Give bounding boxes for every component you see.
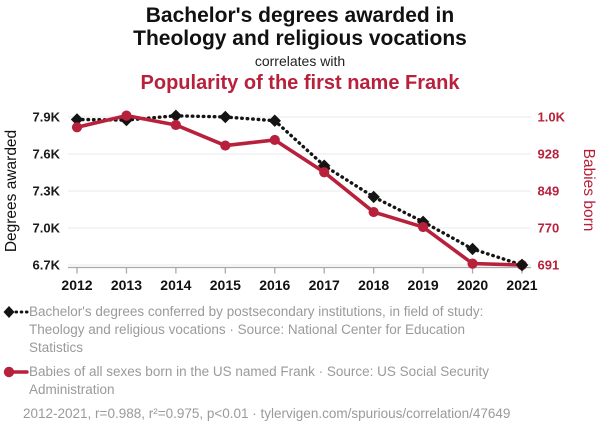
x-tick-label: 2013 <box>111 277 142 293</box>
left-tick-label: 7.3K <box>33 184 61 199</box>
x-tick-label: 2018 <box>358 277 389 293</box>
right-tick-label: 849 <box>538 184 560 199</box>
right-tick-label: 691 <box>538 258 560 273</box>
stats-footnote: 2012-2021, r=0.988, r²=0.975, p<0.01 · t… <box>23 406 511 421</box>
page-title: Bachelor's degrees awarded in Theology a… <box>0 0 600 50</box>
x-tick-label: 2014 <box>160 277 191 293</box>
correlates-with-label: correlates with <box>254 53 346 69</box>
left-axis-title: Degrees awarded <box>3 130 20 252</box>
overlap-end-marker <box>515 258 529 272</box>
title-line-2: Theology and religious vocations <box>133 27 467 50</box>
black-diamond-dotted-line-icon <box>3 305 30 324</box>
right-tick-label: 1.0K <box>538 110 566 125</box>
left-tick-label: 7.6K <box>33 147 61 162</box>
red-circle-solid-line-icon <box>3 365 29 384</box>
title-line-1: Bachelor's degrees awarded in <box>145 4 455 27</box>
right-axis-title: Babies born <box>580 149 597 232</box>
left-tick-label: 6.7K <box>33 258 61 273</box>
x-tick-label: 2017 <box>309 277 340 293</box>
series-frank <box>71 110 528 271</box>
right-axis: 1.0K 928 849 770 691 Babies born <box>538 110 598 273</box>
right-tick-label: 928 <box>538 147 560 162</box>
legend-text-frank: Babies of all sexes born in the US named… <box>29 364 489 397</box>
x-tick-label: 2021 <box>506 277 537 293</box>
right-tick-label: 770 <box>538 221 560 236</box>
series-degrees <box>70 109 529 272</box>
legend-item-frank: Babies of all sexes born in the US named… <box>3 363 578 399</box>
x-tick-label: 2020 <box>457 277 488 293</box>
left-tick-label: 7.9K <box>33 110 61 125</box>
left-axis: 7.9K 7.6K 7.3K 7.0K 6.7K Degrees awarded <box>3 110 61 273</box>
chart-canvas: 2012 2013 2014 2015 2016 2017 2018 2019 2020 2021… <box>3 109 598 294</box>
chart-header: Bachelor's degrees awarded in Theology a… <box>0 0 600 95</box>
x-tick-label: 2012 <box>61 277 92 293</box>
x-tick-label: 2016 <box>259 277 290 293</box>
legend: Bachelor's degrees conferred by postseco… <box>3 303 578 423</box>
x-axis: 2012 2013 2014 2015 2016 2017 2018 2019 2020 2021 <box>61 266 538 293</box>
correlated-variable-title: Popularity of the first name Frank <box>140 72 460 94</box>
x-tick-label: 2019 <box>408 277 439 293</box>
legend-text-degrees: Bachelor's degrees conferred by postseco… <box>29 304 484 355</box>
gridlines <box>68 116 531 266</box>
x-tick-label: 2015 <box>210 277 241 293</box>
left-tick-label: 7.0K <box>33 221 61 236</box>
legend-item-degrees: Bachelor's degrees conferred by postseco… <box>3 303 578 357</box>
